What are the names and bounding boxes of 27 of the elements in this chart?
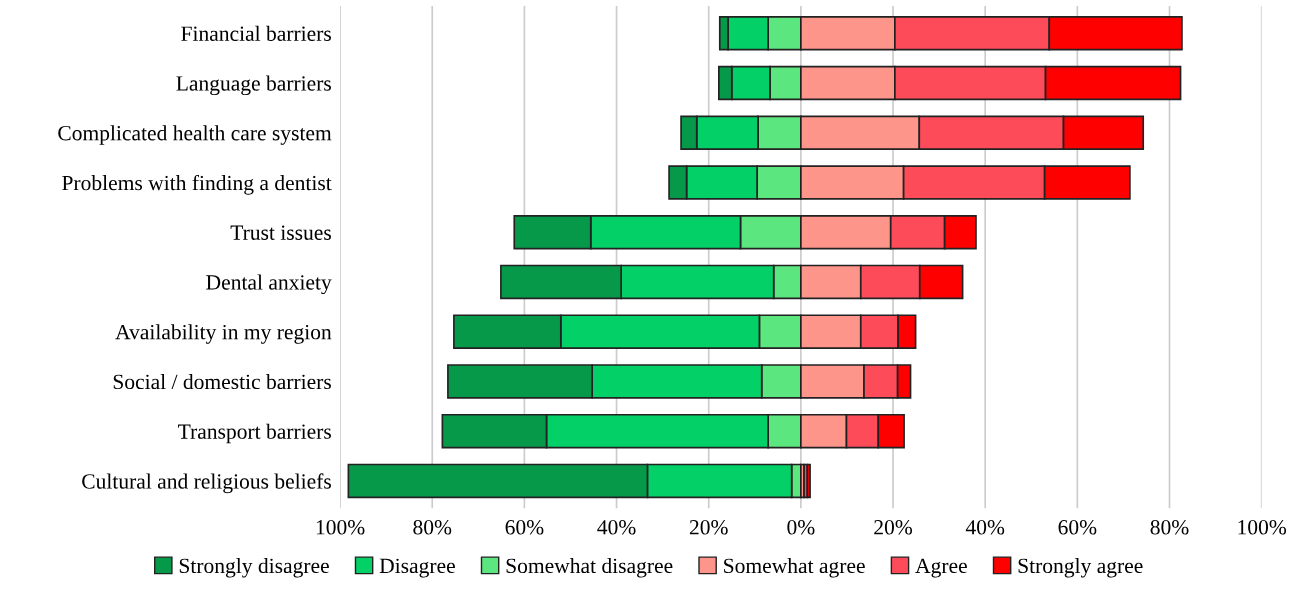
y-tick-label: Availability in my region — [115, 324, 332, 344]
x-tick-label: 40% — [597, 519, 636, 535]
legend-label: Disagree — [379, 558, 455, 578]
y-tick-label: Language barriers — [176, 75, 331, 96]
x-tick-label: 60% — [505, 519, 544, 535]
x-tick-label: 80% — [413, 519, 452, 535]
x-tick-label: 20% — [874, 519, 913, 535]
y-tick-label: Cultural and religious beliefs — [82, 473, 331, 494]
x-tick-label: 100% — [1238, 519, 1287, 535]
y-tick-label: Trust issues — [230, 225, 331, 240]
legend-label: Somewhat agree — [724, 557, 865, 578]
legend-label: Agree — [915, 558, 967, 578]
y-tick-label: Complicated health care system — [58, 125, 332, 145]
y-tick-label: Dental anxiety — [206, 274, 332, 295]
x-tick-label: 20% — [689, 519, 728, 535]
x-tick-label: 60% — [1058, 519, 1097, 535]
x-tick-label: 0% — [787, 519, 815, 535]
legend-label: Strongly disagree — [179, 557, 329, 578]
y-tick-label: Transport barriers — [178, 423, 331, 444]
x-tick-label: 80% — [1150, 519, 1189, 535]
x-tick-label: 40% — [965, 519, 1005, 535]
x-tick-label: 100% — [316, 519, 365, 535]
legend-label: Somewhat disagree — [506, 557, 673, 578]
y-tick-label: Problems with finding a dentist — [62, 174, 332, 195]
legend-label: Strongly agree — [1018, 557, 1143, 578]
y-tick-label: Social / domestic barriers — [113, 373, 331, 390]
y-tick-label: Financial barriers — [181, 25, 331, 41]
